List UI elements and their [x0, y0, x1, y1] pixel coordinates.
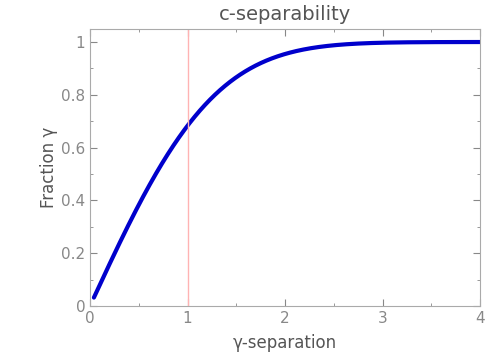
- X-axis label: γ-separation: γ-separation: [233, 334, 337, 352]
- Y-axis label: Fraction γ: Fraction γ: [40, 127, 58, 208]
- Title: c-separability: c-separability: [219, 5, 351, 24]
